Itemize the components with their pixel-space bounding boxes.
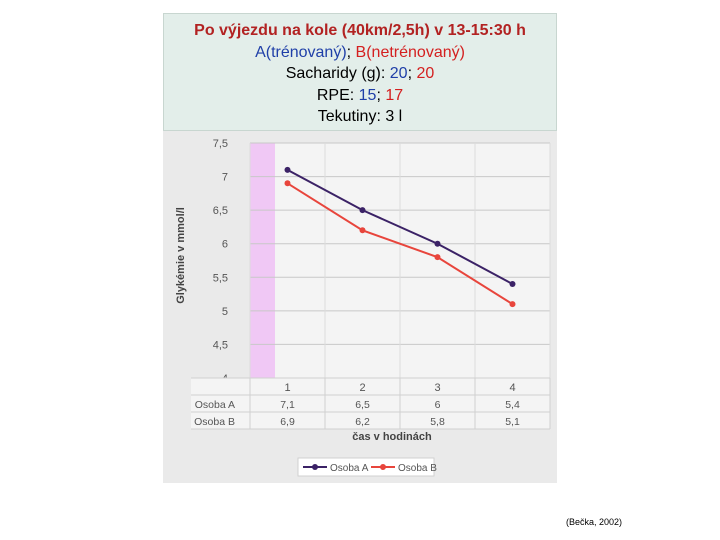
data-label: 5,4 [505,399,520,411]
x-tick-label: 4 [509,382,515,394]
carbs-a-value: 20 [389,65,408,82]
data-point [359,207,366,214]
slide-header: Po výjezdu na kole (40km/2,5h) v 13-15:3… [163,13,557,131]
group-a-text: A(trénovaný) [255,43,347,61]
y-tick-label: 5 [222,306,228,318]
rpe-line: RPE: 15; 17 [164,85,556,107]
y-tick-label: 6 [222,239,228,251]
legend-label: Osoba B [398,463,437,474]
y-tick-label: 5,5 [213,272,228,284]
x-axis-label: čas v hodinách [352,431,432,443]
legend-box [297,457,435,477]
fluids-line: Tekutiny: 3 l [317,108,403,125]
exercise-highlight-band [250,143,275,378]
data-label: 6,2 [355,416,370,428]
legend-marker [380,464,386,470]
y-tick-label: 4,5 [213,339,228,351]
x-tick-label: 1 [284,382,290,394]
data-point [284,166,291,173]
groups-line: A(trénovaný); B(netrénovaný) [164,42,556,64]
groups-separator: ; [346,43,356,61]
data-label: 6 [435,399,441,411]
rpe-b-value: 17 [385,86,404,104]
carbs-line: Sacharidy (g): 20; 20 [164,63,556,85]
x-tick-label: 3 [434,382,440,394]
data-point [509,301,516,308]
y-tick-label: 7,5 [213,138,228,150]
rpe-label: RPE: [316,86,359,104]
legend-marker [312,464,318,470]
data-point [509,281,516,287]
citation: (Bečka, 2002) [566,517,623,527]
data-label: 6,5 [355,399,370,411]
data-point [434,254,441,261]
data-label: 5,8 [430,416,445,428]
series-line [287,168,513,285]
carbs-label: Sacharidy (g): [285,65,390,82]
data-point [359,227,366,234]
rpe-separator: ; [376,86,386,104]
table-series-label: Osoba A [195,399,235,411]
x-tick-label: 2 [359,382,365,394]
group-b-text: B(netrénovaný) [355,43,465,61]
data-point [434,240,441,247]
y-tick-label: 7 [222,172,228,184]
y-axis-label: Glykémie v mmol/l [175,207,187,304]
rpe-a-value: 15 [358,86,377,104]
data-label: 7,1 [280,399,295,411]
data-point [284,180,291,187]
data-label: 5,1 [505,416,520,428]
carbs-separator: ; [407,65,417,82]
series-line [286,182,514,305]
carbs-b-value: 20 [416,65,435,82]
data-label: 6,9 [280,416,295,428]
slide-title: Po výjezdu na kole (40km/2,5h) v 13-15:3… [194,22,526,39]
table-series-label: Osoba B [194,416,235,428]
legend-label: Osoba A [330,463,369,474]
data-table-bg [191,378,550,429]
y-tick-label: 6,5 [213,205,228,217]
